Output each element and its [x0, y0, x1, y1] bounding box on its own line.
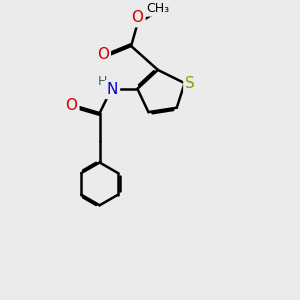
Text: CH₃: CH₃ [146, 2, 170, 15]
Text: S: S [185, 76, 195, 91]
Text: H: H [98, 75, 107, 88]
Text: O: O [97, 47, 109, 62]
Text: O: O [131, 10, 143, 25]
Text: N: N [106, 82, 118, 97]
Text: O: O [65, 98, 77, 113]
